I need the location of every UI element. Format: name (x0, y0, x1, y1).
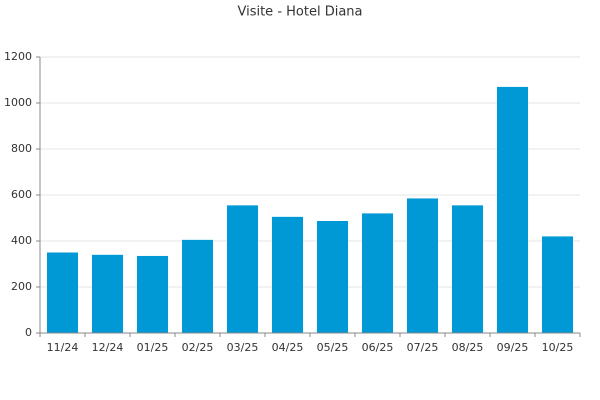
y-tick-label: 600 (11, 188, 32, 201)
x-tick-label: 01/25 (137, 341, 169, 354)
x-tick-label: 04/25 (272, 341, 304, 354)
x-tick-label: 08/25 (452, 341, 484, 354)
bar (361, 213, 394, 333)
bar (496, 86, 529, 334)
x-tick-label: 11/24 (47, 341, 79, 354)
bar (451, 205, 484, 333)
bar (181, 239, 214, 333)
x-tick-label: 12/24 (92, 341, 124, 354)
bar (91, 254, 124, 333)
x-tick-label: 05/25 (317, 341, 349, 354)
bar (226, 205, 259, 333)
x-tick-label: 07/25 (407, 341, 439, 354)
x-tick-label: 03/25 (227, 341, 259, 354)
bar (46, 252, 79, 333)
bar (406, 198, 439, 333)
x-tick-label: 09/25 (497, 341, 529, 354)
y-tick-label: 200 (11, 280, 32, 293)
bar (271, 216, 304, 333)
x-tick-label: 06/25 (362, 341, 394, 354)
y-tick-label: 0 (25, 326, 32, 339)
y-tick-label: 800 (11, 142, 32, 155)
y-tick-label: 1000 (4, 96, 32, 109)
x-tick-label: 02/25 (182, 341, 214, 354)
y-tick-label: 1200 (4, 50, 32, 63)
bar (316, 220, 349, 333)
bar (136, 255, 169, 333)
chart-title: Visite - Hotel Diana (237, 5, 362, 20)
y-tick-label: 400 (11, 234, 32, 247)
bar (541, 236, 574, 333)
x-tick-label: 10/25 (542, 341, 574, 354)
